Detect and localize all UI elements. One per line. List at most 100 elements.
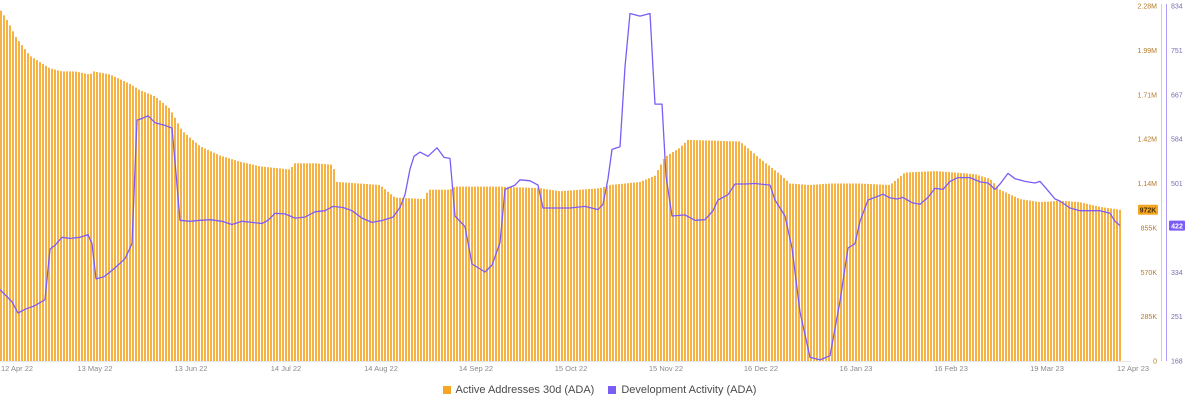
bar	[75, 71, 77, 361]
bar	[639, 181, 641, 361]
bar	[849, 183, 851, 361]
bar	[45, 65, 47, 362]
legend-label-active-addresses: Active Addresses 30d (ADA)	[455, 384, 595, 396]
bar	[597, 188, 599, 361]
bar	[846, 183, 848, 361]
bar	[54, 69, 56, 361]
y-left-tick-label: 2.28M	[1138, 4, 1158, 11]
bar	[156, 98, 158, 361]
bar	[225, 157, 227, 361]
bar	[474, 186, 476, 361]
last-value-tag-development-activity	[1169, 220, 1185, 231]
bar	[705, 140, 707, 361]
bar	[345, 182, 347, 361]
bar	[87, 74, 89, 361]
x-tick-label: 16 Jan 23	[840, 364, 873, 373]
bar	[381, 186, 383, 361]
bar	[147, 93, 149, 362]
bar	[57, 70, 59, 362]
bar	[1104, 207, 1106, 361]
bar	[702, 140, 704, 361]
bar	[189, 137, 191, 361]
bar	[939, 171, 941, 361]
bar	[480, 186, 482, 361]
bar	[39, 62, 41, 361]
bar	[9, 25, 11, 361]
bar	[414, 198, 416, 361]
bar	[1026, 200, 1028, 361]
bar	[90, 73, 92, 361]
bar	[873, 184, 875, 361]
bar	[516, 187, 518, 361]
bar	[945, 171, 947, 361]
x-tick-label: 12 Apr 22	[1, 364, 33, 373]
bar	[537, 188, 539, 361]
bar	[981, 176, 983, 361]
bar	[435, 189, 437, 361]
bar	[417, 198, 419, 361]
bar	[126, 82, 128, 362]
bar	[912, 172, 914, 361]
bar	[84, 73, 86, 361]
bar	[756, 156, 758, 361]
bar	[1005, 192, 1007, 361]
bar	[921, 171, 923, 361]
bar	[621, 183, 623, 361]
bar	[63, 71, 65, 362]
x-tick-label: 14 Jul 22	[271, 364, 301, 373]
bar	[273, 167, 275, 361]
x-tick-label: 16 Dec 22	[744, 364, 778, 373]
bar	[696, 140, 698, 361]
bar	[216, 154, 218, 361]
bar	[186, 134, 188, 361]
bar	[30, 56, 32, 362]
legend-item-active-addresses[interactable]: Active Addresses 30d (ADA)	[442, 384, 595, 396]
bar	[690, 140, 692, 361]
bar	[777, 172, 779, 361]
bar	[1065, 201, 1067, 361]
bar	[570, 190, 572, 361]
bar	[975, 174, 977, 361]
bar	[978, 175, 980, 361]
bar	[555, 190, 557, 361]
bar	[1038, 202, 1040, 361]
bar	[951, 172, 953, 361]
legend-item-development-activity[interactable]: Development Activity (ADA)	[608, 384, 756, 396]
bar	[60, 71, 62, 361]
y-left-tick-label: 1.71M	[1138, 92, 1158, 99]
bar	[18, 41, 20, 361]
bar	[885, 184, 887, 361]
bar	[144, 92, 146, 361]
bar	[450, 189, 452, 361]
x-tick-label: 13 Jun 22	[175, 364, 208, 373]
bar	[501, 186, 503, 361]
y-left-tick-label: 1.99M	[1138, 48, 1158, 55]
bar	[228, 158, 230, 361]
bar	[1095, 205, 1097, 361]
bar	[162, 103, 164, 361]
bar	[627, 183, 629, 361]
bar	[984, 177, 986, 361]
y-right-tick-label: 168	[1171, 359, 1183, 366]
series-line-development-activity	[0, 12, 1121, 361]
bar	[267, 167, 269, 361]
bar	[588, 189, 590, 361]
bar	[573, 190, 575, 361]
bars-layer	[0, 10, 1121, 362]
bar	[957, 172, 959, 361]
bar	[504, 186, 506, 361]
last-value-label-development-activity: 422	[1171, 223, 1183, 230]
x-tick-label: 14 Aug 22	[364, 364, 398, 373]
bar	[759, 158, 761, 361]
bar	[459, 186, 461, 361]
bar	[411, 198, 413, 361]
legend-label-development-activity: Development Activity (ADA)	[621, 384, 757, 396]
bar	[387, 191, 389, 361]
bar	[1119, 209, 1121, 361]
bar	[990, 179, 992, 361]
bar	[1092, 205, 1094, 361]
bar	[864, 183, 866, 361]
bar	[927, 171, 929, 361]
bar	[180, 128, 182, 361]
axes-layer: 12 Apr 22 13 May 22 13 Jun 22 14 Jul 22 14 A…	[0, 4, 1185, 373]
